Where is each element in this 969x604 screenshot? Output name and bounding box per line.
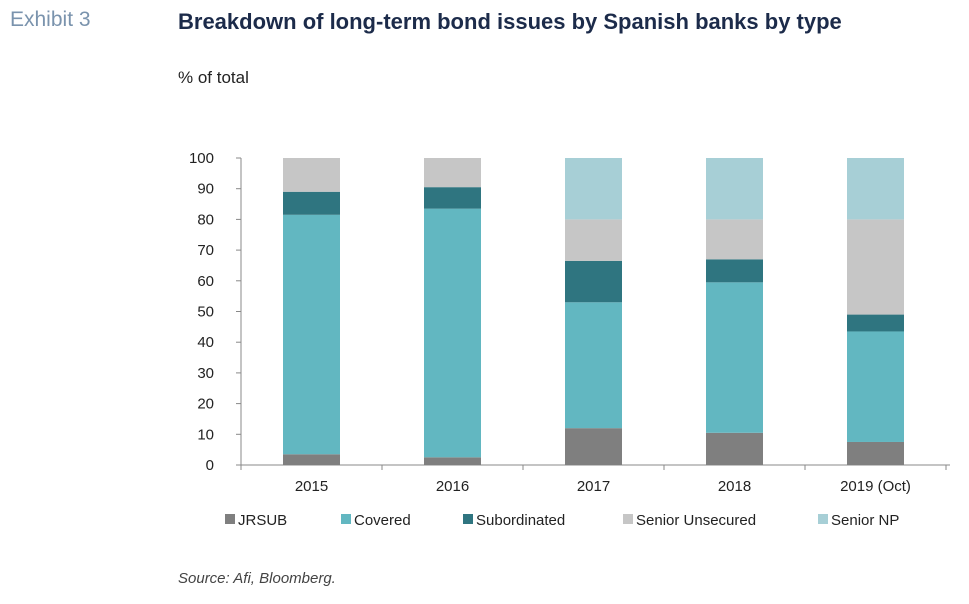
unit-label: % of total — [178, 68, 249, 87]
x-tick-label: 2019 (Oct) — [840, 478, 911, 495]
x-tick-label: 2018 — [718, 478, 751, 495]
legend-swatch — [623, 514, 633, 524]
x-tick-label: 2016 — [436, 478, 469, 495]
bar-segment-subordinated — [424, 187, 481, 209]
y-tick-label: 80 — [197, 211, 214, 228]
bar-segment-covered — [424, 208, 481, 458]
y-tick-label: 30 — [197, 365, 214, 382]
bar-segment-jrsub — [706, 432, 763, 465]
legend-label: Subordinated — [476, 512, 565, 529]
legend-label: Covered — [354, 512, 411, 529]
y-tick-label: 0 — [206, 457, 214, 474]
bar-segment-subordinated — [283, 191, 340, 215]
x-tick-label: 2017 — [577, 478, 610, 495]
bar-segment-senior-np — [706, 158, 763, 220]
legend-label: Senior Unsecured — [636, 512, 756, 529]
bar-segment-jrsub — [283, 454, 340, 465]
legend-label: Senior NP — [831, 512, 899, 529]
source-note: Source: Afi, Bloomberg. — [178, 570, 336, 587]
legend-swatch — [341, 514, 351, 524]
chart-title: Breakdown of long-term bond issues by Sp… — [178, 9, 842, 34]
bar-segment-senior-unsecured — [424, 158, 481, 188]
y-tick-label: 20 — [197, 396, 214, 413]
bar-segment-covered — [565, 302, 622, 429]
bar-segment-subordinated — [706, 259, 763, 283]
legend-swatch — [818, 514, 828, 524]
legend-swatch — [225, 514, 235, 524]
exhibit-label: Exhibit 3 — [10, 8, 91, 31]
bar-segment-covered — [847, 331, 904, 442]
y-tick-label: 70 — [197, 242, 214, 259]
y-tick-label: 50 — [197, 304, 214, 321]
bar-segment-jrsub — [847, 441, 904, 465]
y-tick-label: 40 — [197, 334, 214, 351]
bar-segment-senior-unsecured — [565, 219, 622, 261]
y-tick-label: 60 — [197, 273, 214, 290]
x-tick-label: 2015 — [295, 478, 328, 495]
bar-segment-senior-unsecured — [847, 219, 904, 315]
bar-segment-jrsub — [424, 457, 481, 465]
bar-segment-jrsub — [565, 428, 622, 465]
legend-label: JRSUB — [238, 512, 287, 529]
y-tick-label: 10 — [197, 426, 214, 443]
bar-segment-subordinated — [847, 314, 904, 332]
stacked-bar-chart: 0 10 20 30 40 50 60 70 80 90 100 2015 2016 2017 2018 20… — [189, 150, 950, 529]
bar-segment-senior-unsecured — [283, 158, 340, 192]
bar-segment-covered — [283, 214, 340, 455]
bar-segment-senior-np — [565, 158, 622, 220]
bar-segment-senior-np — [847, 158, 904, 220]
bar-segment-subordinated — [565, 260, 622, 303]
bar-segment-senior-unsecured — [706, 219, 763, 260]
bar-segment-covered — [706, 282, 763, 433]
y-tick-label: 90 — [197, 181, 214, 198]
legend-swatch — [463, 514, 473, 524]
y-tick-label: 100 — [189, 150, 214, 167]
